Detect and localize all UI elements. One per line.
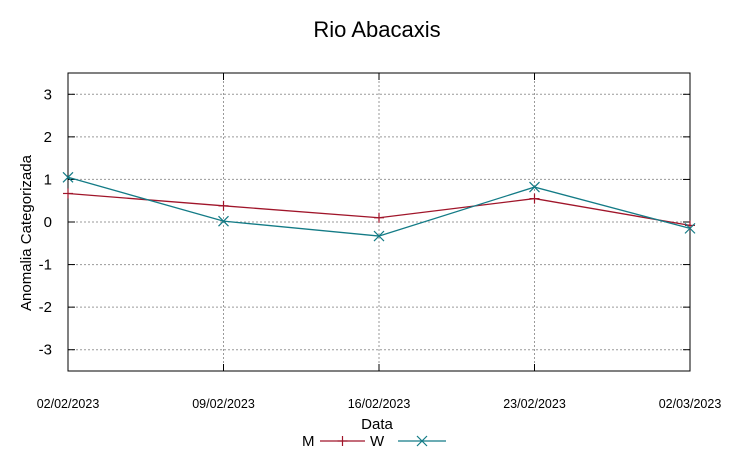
y-tick-label: -2 (39, 299, 52, 316)
data-point-plus (529, 193, 540, 204)
y-tick-label: 0 (44, 214, 52, 231)
legend-swatch-m (320, 436, 365, 446)
data-point-cross (373, 230, 385, 242)
y-tick-label: 2 (44, 129, 52, 146)
x-tick-label: 16/02/2023 (348, 397, 411, 411)
y-tick-label: -1 (39, 257, 52, 274)
x-tick-label: 09/02/2023 (192, 397, 255, 411)
data-point-cross (62, 171, 74, 183)
data-point-plus (337, 436, 348, 446)
x-tick-label: 23/02/2023 (503, 397, 566, 411)
x-axis-label: Data (361, 416, 393, 433)
legend-swatch-w (398, 435, 446, 447)
legend: M W (302, 433, 446, 450)
axes: 3 2 1 0 -1 -2 -3 02/02/2023 09/02/2023 16/02/2023… (37, 72, 722, 411)
x-tick-label: 02/03/2023 (659, 397, 722, 411)
y-tick-label: 3 (44, 86, 52, 103)
series-layer (62, 171, 696, 242)
data-point-plus (218, 200, 229, 211)
chart-title: Rio Abacaxis (313, 17, 440, 42)
data-point-cross (529, 181, 540, 193)
y-axis-label: Anomalia Categorizada (18, 154, 35, 311)
y-tick-label: -3 (39, 342, 52, 359)
x-tick-label: 02/02/2023 (37, 397, 100, 411)
legend-label-m: M (302, 433, 315, 450)
data-point-cross (416, 435, 428, 447)
data-point-plus (374, 212, 384, 223)
legend-label-w: W (370, 433, 385, 450)
y-tick-label: 1 (44, 171, 52, 188)
data-point-cross (684, 222, 696, 234)
data-point-cross (218, 215, 229, 227)
data-point-plus (63, 188, 73, 199)
